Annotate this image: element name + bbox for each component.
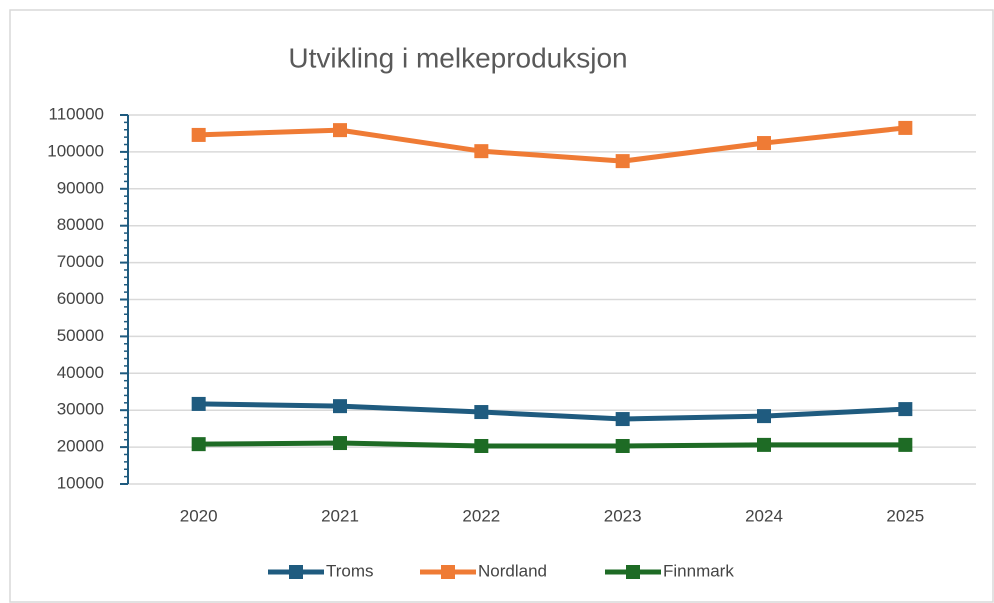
point-marker bbox=[333, 399, 347, 414]
x-tick-label: 2020 bbox=[180, 506, 218, 525]
point-marker bbox=[898, 402, 913, 417]
y-tick-label: 60000 bbox=[57, 289, 104, 308]
point-marker bbox=[898, 120, 913, 135]
point-marker bbox=[615, 154, 630, 169]
point-marker bbox=[615, 438, 630, 453]
y-tick-label: 10000 bbox=[57, 473, 104, 492]
legend-label: Finnmark bbox=[663, 561, 734, 580]
y-tick-label: 80000 bbox=[57, 215, 104, 234]
point-marker bbox=[757, 409, 771, 424]
point-marker bbox=[191, 437, 206, 452]
x-tick-label: 2022 bbox=[462, 506, 500, 525]
y-tick-label: 90000 bbox=[57, 178, 104, 197]
chart-frame bbox=[9, 9, 994, 603]
x-tick-label: 2024 bbox=[745, 506, 783, 525]
legend-label: Troms bbox=[326, 561, 374, 580]
point-marker bbox=[898, 437, 913, 452]
legend-marker bbox=[626, 565, 640, 579]
legend-marker bbox=[289, 565, 303, 579]
y-tick-label: 20000 bbox=[57, 437, 104, 456]
legend-label: Nordland bbox=[478, 561, 547, 580]
point-marker bbox=[757, 136, 771, 151]
point-marker bbox=[757, 437, 771, 452]
point-marker bbox=[333, 123, 347, 138]
point-marker bbox=[615, 412, 630, 427]
legend-marker bbox=[441, 565, 455, 579]
series-line bbox=[198, 440, 906, 449]
y-tick-label: 100000 bbox=[47, 141, 104, 160]
x-tick-label: 2021 bbox=[321, 506, 359, 525]
point-marker bbox=[474, 405, 489, 420]
y-tick-label: 40000 bbox=[57, 363, 104, 382]
point-marker bbox=[191, 396, 206, 411]
x-tick-label: 2025 bbox=[886, 506, 924, 525]
series-line bbox=[198, 125, 906, 164]
series-line bbox=[198, 401, 906, 422]
y-tick-label: 30000 bbox=[57, 400, 104, 419]
chart-title: Utvikling i melkeproduksjon bbox=[288, 42, 627, 73]
point-marker bbox=[333, 436, 347, 451]
x-tick-label: 2023 bbox=[604, 506, 642, 525]
point-marker bbox=[474, 438, 489, 453]
point-marker bbox=[191, 127, 206, 142]
y-tick-label: 50000 bbox=[57, 326, 104, 345]
y-tick-label: 70000 bbox=[57, 252, 104, 271]
y-tick-label: 110000 bbox=[49, 104, 104, 123]
point-marker bbox=[474, 144, 489, 159]
